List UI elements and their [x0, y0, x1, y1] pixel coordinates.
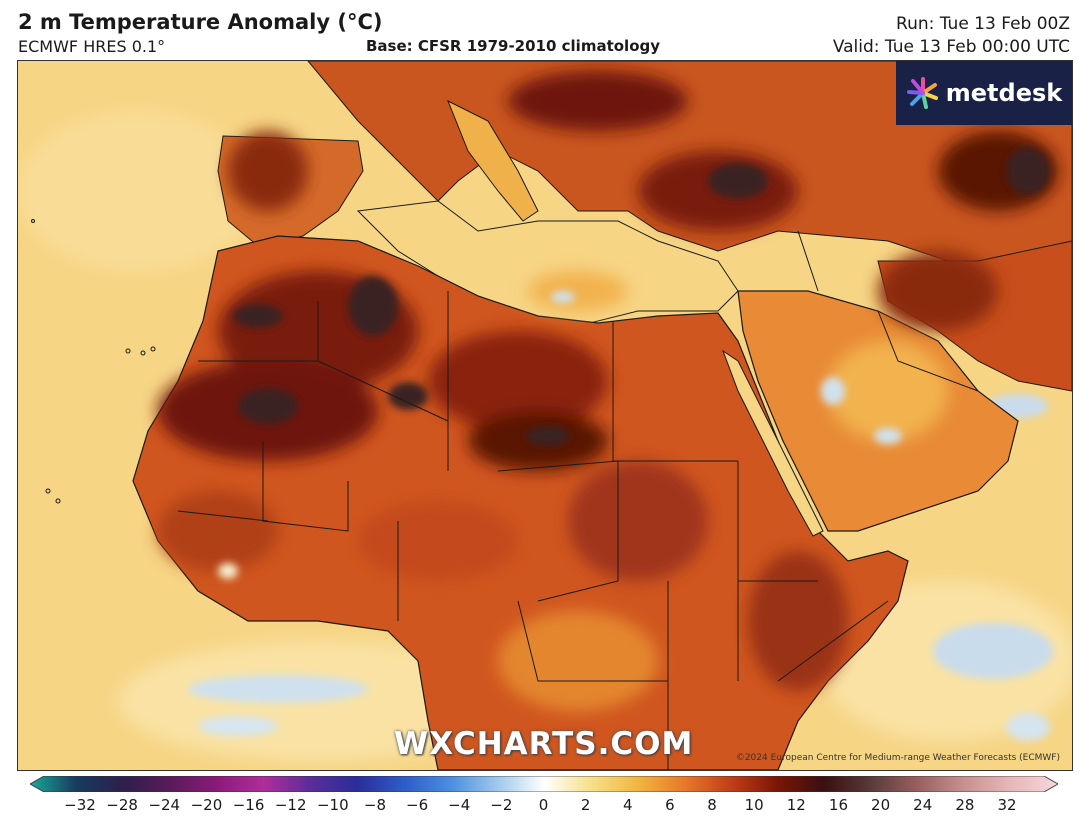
chart-title: 2 m Temperature Anomaly (°C)	[18, 10, 383, 34]
colorbar-tick-label: −20	[190, 796, 223, 814]
extreme-spot	[238, 388, 298, 424]
italy-land	[447, 99, 539, 222]
colorbar-tick-label: −6	[406, 796, 429, 814]
red-sea	[721, 349, 824, 537]
extreme-spot	[1006, 147, 1050, 195]
colorbar-tick-label: 28	[955, 796, 975, 814]
colorbar-tick-label: −2	[490, 796, 513, 814]
colorbar-tick-label: 4	[622, 796, 633, 814]
colorbar	[30, 776, 1058, 792]
colorbar-tick-label: 12	[786, 796, 806, 814]
map-panel[interactable]: metdesk WXCHARTS.COM ©2024 European Cent…	[17, 60, 1073, 771]
cold-patch	[1006, 713, 1050, 741]
colorbar-tick-label: 8	[707, 796, 717, 814]
colorbar-tick-label: 6	[665, 796, 675, 814]
extreme-spot	[708, 163, 768, 199]
colorbar-tick-label: −28	[106, 796, 138, 814]
metdesk-logo[interactable]: metdesk	[896, 61, 1072, 125]
colorbar-tick-label: −10	[316, 796, 349, 814]
colorbar-tick-label: 16	[828, 796, 848, 814]
colorbar-tick-label: 32	[997, 796, 1017, 814]
metdesk-flower-icon	[906, 77, 938, 109]
valid-label: Valid: Tue 13 Feb 00:00 UTC	[832, 37, 1070, 57]
colorbar-tick-label: −24	[148, 796, 181, 814]
colorbar-tick-label: 0	[538, 796, 549, 814]
colorbar-tick-label: 10	[744, 796, 764, 814]
metdesk-logo-text: metdesk	[945, 79, 1063, 107]
extreme-spot	[233, 304, 283, 328]
colorbar-tick-label: −16	[232, 796, 265, 814]
anomaly-map	[18, 61, 1072, 770]
colorbar-tick-label: −4	[448, 796, 471, 814]
cold-patch	[188, 675, 368, 703]
colorbar-tick-label: −32	[64, 796, 96, 814]
colorbar-tick-label: 20	[871, 796, 891, 814]
model-label: ECMWF HRES 0.1°	[18, 37, 166, 56]
run-label: Run: Tue 13 Feb 00Z	[896, 14, 1070, 34]
colorbar-tick-label: −8	[363, 796, 387, 814]
wxcharts-watermark: WXCHARTS.COM	[394, 726, 694, 762]
copyright-text: ©2024 European Centre for Medium-range W…	[735, 753, 1060, 763]
base-label: Base: CFSR 1979-2010 climatology	[366, 37, 661, 55]
colorbar-tick-label: 2	[580, 796, 591, 814]
colorbar-tick-label: −12	[274, 796, 307, 814]
extreme-spot	[526, 426, 570, 446]
country-borders	[177, 230, 979, 770]
extreme-spot	[348, 276, 398, 336]
extreme-spot	[388, 382, 428, 410]
cold-patch	[933, 623, 1053, 679]
cold-patch	[198, 716, 278, 736]
colorbar-tick-label: 24	[913, 796, 933, 814]
colorbar-ticks: −32 −28 −24 −20 −16 −12 −10 −8 −6 −4 −2 0 2 4 6 8 10 12 16…	[0, 796, 1088, 818]
